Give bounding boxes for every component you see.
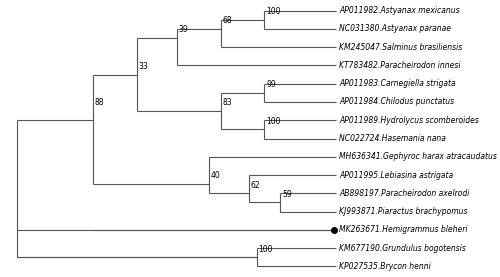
Text: KT783482.Paracheirodon innesi: KT783482.Paracheirodon innesi (339, 61, 460, 70)
Text: AP011989.Hydrolycus scomberoides: AP011989.Hydrolycus scomberoides (339, 116, 479, 125)
Text: 100: 100 (266, 117, 280, 126)
Text: KM245047.Salminus brasiliensis: KM245047.Salminus brasiliensis (339, 43, 462, 52)
Text: 83: 83 (222, 98, 232, 107)
Text: AP011984.Chilodus punctatus: AP011984.Chilodus punctatus (339, 98, 454, 106)
Text: AP011982.Astyanax mexicanus: AP011982.Astyanax mexicanus (339, 6, 460, 15)
Text: 62: 62 (250, 181, 260, 190)
Text: 40: 40 (210, 171, 220, 181)
Text: 99: 99 (266, 80, 276, 89)
Text: MH636341.Gephyroc harax atracaudatus: MH636341.Gephyroc harax atracaudatus (339, 152, 497, 161)
Text: MK263671.Hemigrammus bleheri: MK263671.Hemigrammus bleheri (339, 225, 468, 234)
Text: 39: 39 (178, 25, 188, 34)
Text: 33: 33 (138, 62, 148, 71)
Text: 100: 100 (258, 245, 272, 254)
Text: NC031380.Astyanax paranae: NC031380.Astyanax paranae (339, 24, 451, 33)
Text: AP011995.Lebiasina astrigata: AP011995.Lebiasina astrigata (339, 171, 453, 179)
Text: AB898197.Paracheirodon axelrodi: AB898197.Paracheirodon axelrodi (339, 189, 469, 198)
Text: NC022724.Hasemania nana: NC022724.Hasemania nana (339, 134, 446, 143)
Text: KJ993871.Piaractus brachypomus: KJ993871.Piaractus brachypomus (339, 207, 468, 216)
Text: 100: 100 (266, 7, 280, 16)
Text: 88: 88 (94, 98, 104, 107)
Text: AP011983.Carnegiella strigata: AP011983.Carnegiella strigata (339, 79, 456, 88)
Text: KM677190.Grundulus bogotensis: KM677190.Grundulus bogotensis (339, 244, 466, 253)
Text: KP027535.Brycon henni: KP027535.Brycon henni (339, 262, 431, 271)
Text: 68: 68 (222, 16, 232, 25)
Text: 59: 59 (282, 190, 292, 199)
